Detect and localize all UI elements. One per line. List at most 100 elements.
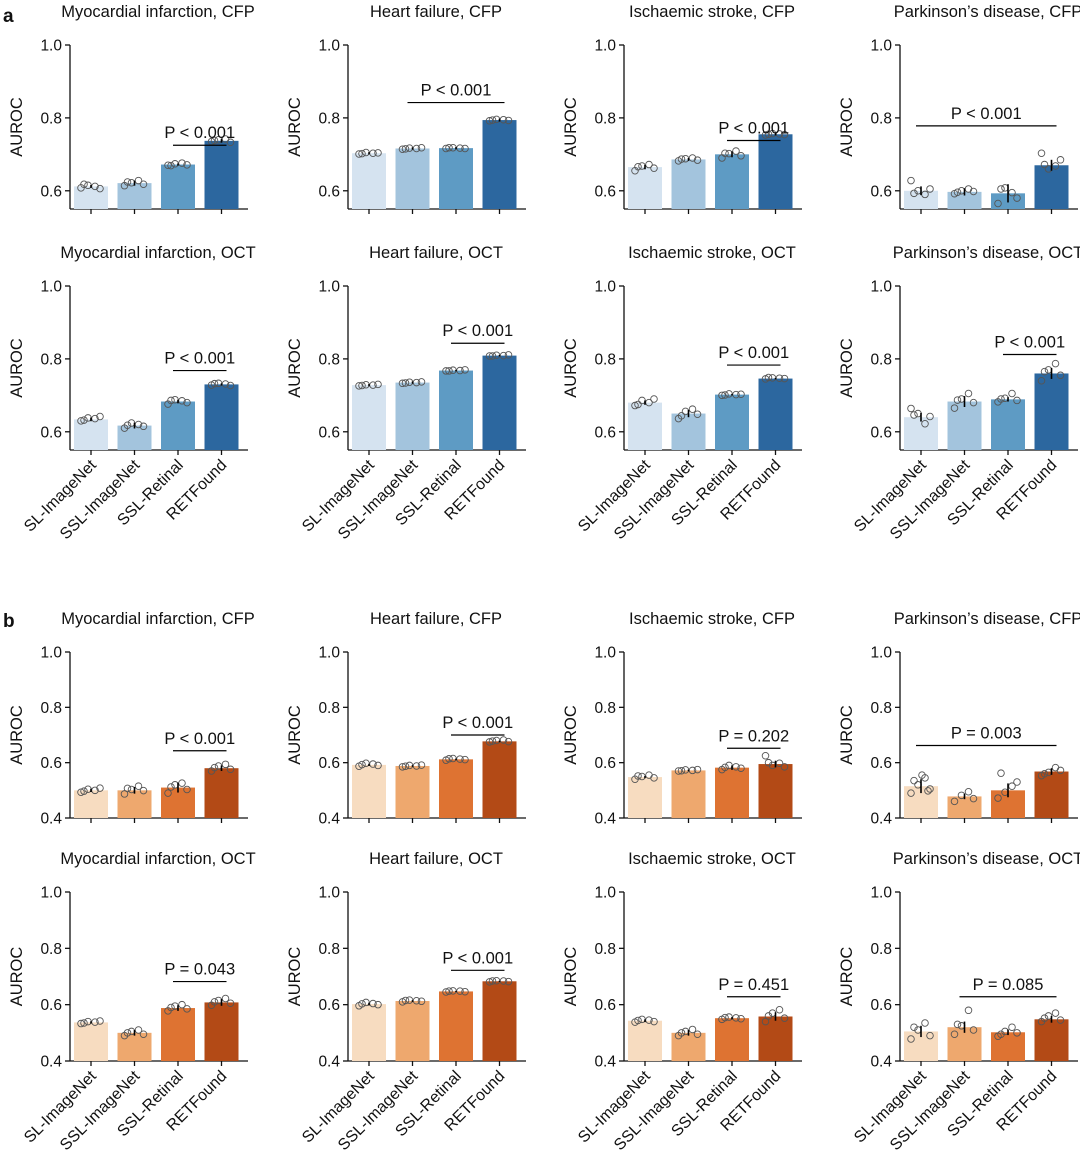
chart-title: Parkinson’s disease, OCT [893,244,1080,262]
data-point [1013,778,1021,786]
data-point [504,116,513,125]
bar-ssl-retinal [161,1008,195,1061]
y-axis-label: AUROC [838,947,856,1007]
y-tick-label: 1.0 [40,885,62,902]
panel-label-a: a [3,6,14,27]
data-point [718,391,726,400]
data-point [167,783,175,791]
p-value-label: P = 0.085 [973,976,1044,994]
chart-a-1-2: Ischaemic stroke, OCT AUROC 0.6 0.8 1.0 P < 0… [562,244,802,543]
chart-title: Ischaemic stroke, OCT [628,850,796,868]
bar-retfound [204,1002,239,1061]
y-tick-label: 1.0 [318,38,340,55]
data-point [374,761,382,770]
chart-title: Parkinson’s disease, CFP [894,610,1080,628]
y-axis-label: AUROC [8,947,26,1007]
y-tick-label: 0.6 [40,183,62,200]
data-point [178,159,186,167]
y-tick-label: 0.8 [318,700,340,717]
chart-title: Ischaemic stroke, CFP [629,3,795,21]
bar-ssl-retinal [439,370,473,450]
data-point [398,145,407,153]
y-tick-label: 0.4 [594,1054,616,1071]
y-axis-label: AUROC [286,705,304,765]
data-point [926,785,934,793]
y-tick-label: 1.0 [318,885,340,902]
chart-b-1-0: Myocardial infarction, OCT AUROC 0.4 0.6 0.8… [8,850,256,1154]
data-point [1040,769,1049,778]
data-point [761,752,770,760]
data-point [764,758,773,767]
data-point [907,404,915,413]
chart-a-0-1: Heart failure, CFP AUROC 0.6 0.8 1.0 P < 0.00… [286,3,526,214]
p-value-label: P < 0.001 [994,334,1065,352]
data-point [910,1023,918,1031]
data-point [674,767,683,775]
y-tick-label: 0.6 [318,997,340,1014]
data-point [650,395,658,403]
bar-retfound [482,981,517,1061]
chart-b-0-3: Parkinson’s disease, CFP AUROC 0.4 0.6 0.8 1.… [838,610,1080,828]
bar-retfound [1034,165,1069,209]
data-point [634,162,642,171]
p-value-label: P < 0.001 [718,344,789,362]
y-axis-label: AUROC [8,338,26,398]
data-point [461,755,469,764]
bar-retfound [758,764,793,818]
data-point [210,763,219,772]
data-point [398,379,407,388]
p-value-label: P = 0.043 [164,961,235,979]
data-point [178,1000,186,1009]
data-point [485,738,494,746]
data-point [183,398,191,407]
data-point [358,1000,366,1008]
data-point [737,390,745,398]
y-tick-label: 0.6 [40,997,62,1014]
data-point [994,199,1002,208]
data-point [358,149,366,158]
y-tick-label: 0.8 [40,351,62,368]
data-point [997,185,1005,193]
bar-ssl-retinal [161,787,195,818]
bar-ssl-imagenet [117,425,152,450]
data-point [964,787,973,796]
data-point [1056,371,1065,380]
data-point [926,1031,934,1040]
y-tick-label: 0.8 [870,110,892,127]
data-point [950,1030,959,1038]
chart-title: Myocardial infarction, CFP [61,610,254,628]
data-point [969,794,978,803]
p-value-label: P < 0.001 [164,730,235,748]
data-point [721,149,729,157]
data-point [362,998,370,1007]
data-point [950,797,959,806]
bar-sl-imagenet [904,190,938,209]
y-axis-label: AUROC [838,705,856,765]
data-point [737,764,745,772]
data-point [362,759,370,767]
data-point [907,1035,915,1043]
bar-retfound [758,1016,793,1061]
y-axis-label: AUROC [8,705,26,765]
y-tick-label: 0.8 [318,110,340,127]
data-point [634,1016,642,1025]
bar-sl-imagenet [628,402,662,450]
data-point [775,1005,784,1014]
data-point [374,1000,382,1009]
data-point [226,999,235,1008]
data-point [178,779,186,787]
data-point [1051,359,1060,368]
bar-sl-imagenet [904,417,938,450]
y-tick-label: 0.6 [594,424,616,441]
y-tick-label: 0.4 [594,811,616,828]
data-point [445,755,453,763]
data-point [1037,149,1046,157]
data-point [210,136,219,145]
y-tick-label: 0.6 [318,424,340,441]
data-point [969,187,978,196]
y-tick-label: 0.8 [318,351,340,368]
data-point [780,763,789,771]
chart-a-0-2: Ischaemic stroke, CFP AUROC 0.6 0.8 1.0 P < 0… [562,3,802,214]
bar-ssl-imagenet [671,770,706,818]
